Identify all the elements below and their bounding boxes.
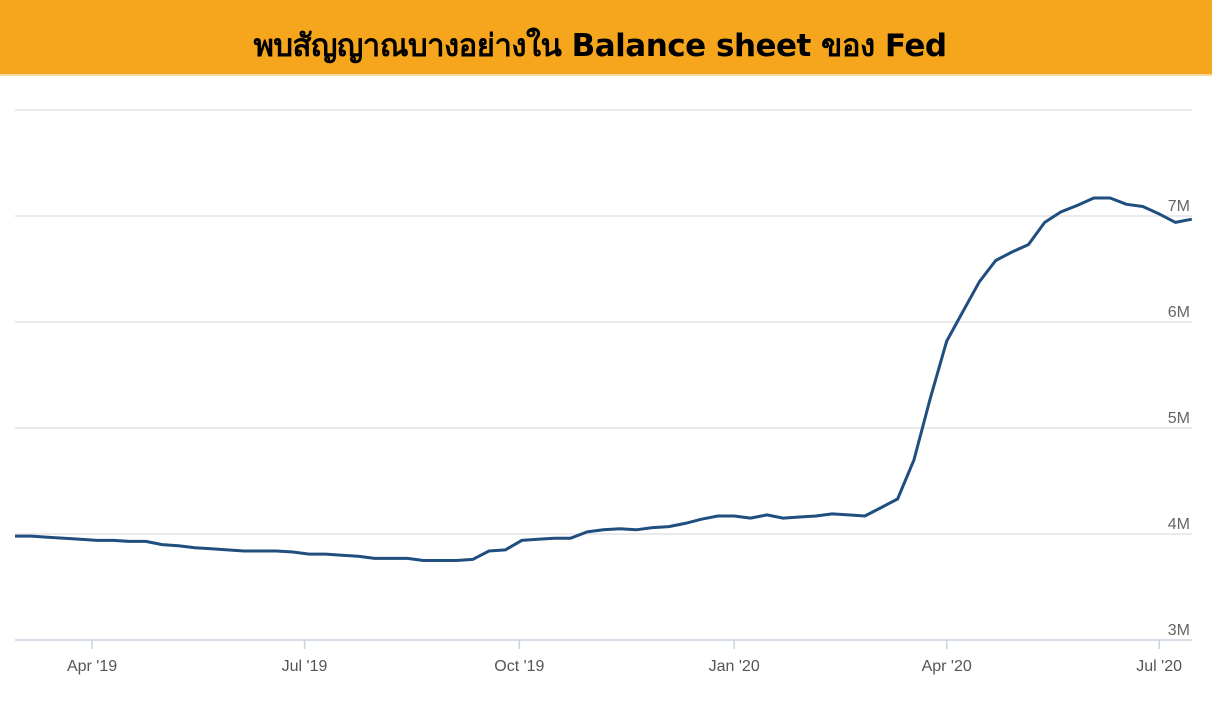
x-tick-label: Jul '20	[1136, 658, 1182, 675]
y-tick-label: 3M	[1168, 622, 1190, 639]
x-tick-label: Jul '19	[282, 658, 328, 675]
x-tick-label: Oct '19	[494, 658, 544, 675]
y-axis-labels: 3M 4M 5M 6M 7M	[1168, 198, 1190, 639]
chart-title: พบสัญญาณบางอย่างใน Balance sheet ของ Fed	[253, 28, 947, 64]
gridlines	[15, 109, 1192, 535]
title-banner: พบสัญญาณบางอย่างใน Balance sheet ของ Fed	[0, 0, 1212, 76]
y-tick-label: 4M	[1168, 516, 1190, 533]
y-tick-label: 5M	[1168, 410, 1190, 427]
x-tick-label: Apr '20	[922, 658, 972, 675]
x-tick-label: Jan '20	[709, 658, 760, 675]
y-tick-label: 6M	[1168, 304, 1190, 321]
series-line	[15, 196, 1193, 562]
x-tick-label: Apr '19	[67, 658, 117, 675]
x-axis: Apr '19 Jul '19 Oct '19 Jan '20 Apr '20 Jul '…	[15, 639, 1192, 675]
y-tick-label: 7M	[1168, 198, 1190, 215]
